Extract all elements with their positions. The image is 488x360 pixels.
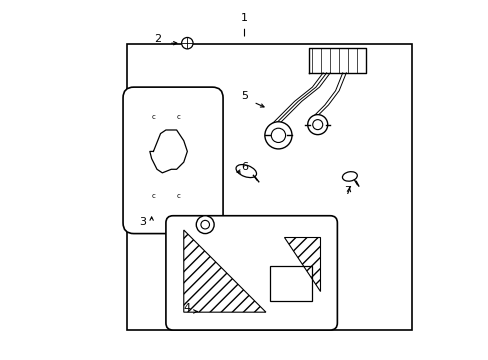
Text: 6: 6 [241,162,247,172]
Text: 4: 4 [183,303,190,314]
Ellipse shape [236,165,256,177]
Circle shape [201,220,209,229]
Text: 7: 7 [344,185,351,195]
Text: c: c [151,114,155,120]
Text: 2: 2 [154,35,162,45]
Circle shape [181,37,193,49]
Text: c: c [151,193,155,199]
Bar [126,44,411,330]
Bar [269,266,312,301]
Text: 1: 1 [241,13,247,23]
Circle shape [264,122,291,149]
Text: c: c [176,193,180,199]
Text: c: c [176,114,180,120]
Circle shape [312,120,322,130]
Text: 3: 3 [139,217,146,227]
FancyBboxPatch shape [165,216,337,330]
Circle shape [271,128,285,143]
Circle shape [196,216,214,234]
Circle shape [307,114,327,135]
Text: 5: 5 [241,91,247,100]
Ellipse shape [342,172,357,181]
FancyBboxPatch shape [123,87,223,234]
